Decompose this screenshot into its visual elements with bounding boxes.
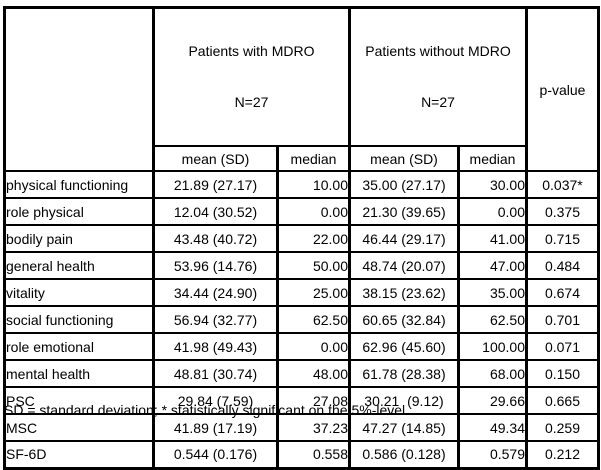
with-mdro-mean-sd: 21.89 (27.17) [152,170,279,199]
with-mdro-median: 48.00 [276,359,351,388]
row-label: PSC [3,386,155,415]
without-mdro-median: 62.50 [457,305,528,334]
page: Patients with MDRO N=27 Patients without… [3,6,600,470]
with-mdro-mean-sd: 43.48 (40.72) [152,224,279,253]
without-mdro-mean-sd: 48.74 (20.07) [348,251,460,280]
with-mdro-median: 62.50 [276,305,351,334]
with-mdro-mean-sd: 41.98 (49.43) [152,332,279,361]
with-mdro-mean-sd: 56.94 (32.77) [152,305,279,334]
table-row: general health 53.96 (14.76) 50.00 48.74… [3,251,600,280]
with-mdro-mean-sd: 34.44 (24.90) [152,278,279,307]
with-mdro-median: 0.00 [276,197,351,226]
with-mdro-mean-sd: 12.04 (30.52) [152,197,279,226]
with-mdro-mean-sd: 29.84 (7.59) [152,386,279,415]
without-mdro-median: 68.00 [457,359,528,388]
without-mdro-mean-sd: 35.00 (27.17) [348,170,460,199]
with-mdro-mean-sd: 0.544 (0.176) [152,440,279,469]
without-mdro-median: 49.34 [457,413,528,442]
without-mdro-median: 47.00 [457,251,528,280]
with-mdro-median: 0.00 [276,332,351,361]
table-row: bodily pain 43.48 (40.72) 22.00 46.44 (2… [3,224,600,253]
without-mdro-mean-sd: 21.30 (39.65) [348,197,460,226]
table-footnote: SD = standard deviation; * statistically… [4,402,406,418]
group-with-title: Patients with MDRO [188,43,315,59]
table-row: role emotional 41.98 (49.43) 0.00 62.96 … [3,332,600,361]
p-value: 0.037* [525,170,600,199]
sub-header-mean-sd-with: mean (SD) [152,145,279,172]
p-value: 0.259 [525,413,600,442]
table-row: role physical 12.04 (30.52) 0.00 21.30 (… [3,197,600,226]
row-label: physical functioning [3,170,155,199]
without-mdro-mean-sd: 62.96 (45.60) [348,332,460,361]
p-value: 0.715 [525,224,600,253]
group-with-n: N=27 [234,94,269,110]
group-without-n: N=27 [421,94,455,110]
sub-header-median-without: median [457,145,528,172]
table-row: social functioning 56.94 (32.77) 62.50 6… [3,305,600,334]
table-row: physical functioning 21.89 (27.17) 10.00… [3,170,600,199]
p-value: 0.665 [525,386,600,415]
without-mdro-mean-sd: 46.44 (29.17) [348,224,460,253]
without-mdro-median: 41.00 [457,224,528,253]
with-mdro-mean-sd: 48.81 (30.74) [152,359,279,388]
group-header-row: Patients with MDRO N=27 Patients without… [3,6,600,172]
row-label: general health [3,251,155,280]
p-value: 0.375 [525,197,600,226]
with-mdro-median: 37.23 [276,413,351,442]
p-value: 0.150 [525,359,600,388]
sub-header-mean-sd-without: mean (SD) [348,145,460,172]
sub-header-median-with: median [276,145,351,172]
with-mdro-median: 22.00 [276,224,351,253]
without-mdro-median: 30.00 [457,170,528,199]
table-row: SF-6D 0.544 (0.176) 0.558 0.586 (0.128) … [3,440,600,469]
row-label: role physical [3,197,155,226]
group-header-with-mdro: Patients with MDRO N=27 [152,6,351,147]
row-label: MSC [3,413,155,442]
row-label: social functioning [3,305,155,334]
without-mdro-mean-sd: 0.586 (0.128) [348,440,460,469]
row-label: mental health [3,359,155,388]
group-without-title: Patients without MDRO [365,43,511,59]
table-row: PSC 29.84 (7.59) 27.08 30.21 (9.12) 29.6… [3,386,600,415]
group-header-without-mdro: Patients without MDRO N=27 [348,6,528,147]
table-row: mental health 48.81 (30.74) 48.00 61.78 … [3,359,600,388]
with-mdro-median: 25.00 [276,278,351,307]
without-mdro-median: 0.579 [457,440,528,469]
without-mdro-mean-sd: 47.27 (14.85) [348,413,460,442]
table-row: MSC 41.89 (17.19) 37.23 47.27 (14.85) 49… [3,413,600,442]
table-row: vitality 34.44 (24.90) 25.00 38.15 (23.6… [3,278,600,307]
with-mdro-median: 10.00 [276,170,351,199]
without-mdro-median: 29.66 [457,386,528,415]
p-value: 0.212 [525,440,600,469]
without-mdro-mean-sd: 30.21 (9.12) [348,386,460,415]
without-mdro-median: 100.00 [457,332,528,361]
without-mdro-median: 0.00 [457,197,528,226]
p-value: 0.071 [525,332,600,361]
p-value: 0.674 [525,278,600,307]
with-mdro-median: 50.00 [276,251,351,280]
with-mdro-mean-sd: 53.96 (14.76) [152,251,279,280]
row-label: SF-6D [3,440,155,469]
p-value: 0.701 [525,305,600,334]
with-mdro-median: 0.558 [276,440,351,469]
p-value: 0.484 [525,251,600,280]
row-label: role emotional [3,332,155,361]
row-label: vitality [3,278,155,307]
without-mdro-mean-sd: 38.15 (23.62) [348,278,460,307]
without-mdro-median: 35.00 [457,278,528,307]
row-label: bodily pain [3,224,155,253]
corner-cell [3,6,155,172]
results-table: Patients with MDRO N=27 Patients without… [3,6,600,470]
sub-header-row: mean (SD) median mean (SD) median [5,145,599,172]
p-value-header: p-value [525,6,600,172]
with-mdro-mean-sd: 41.89 (17.19) [152,413,279,442]
with-mdro-median: 27.08 [276,386,351,415]
without-mdro-mean-sd: 60.65 (32.84) [348,305,460,334]
without-mdro-mean-sd: 61.78 (28.38) [348,359,460,388]
